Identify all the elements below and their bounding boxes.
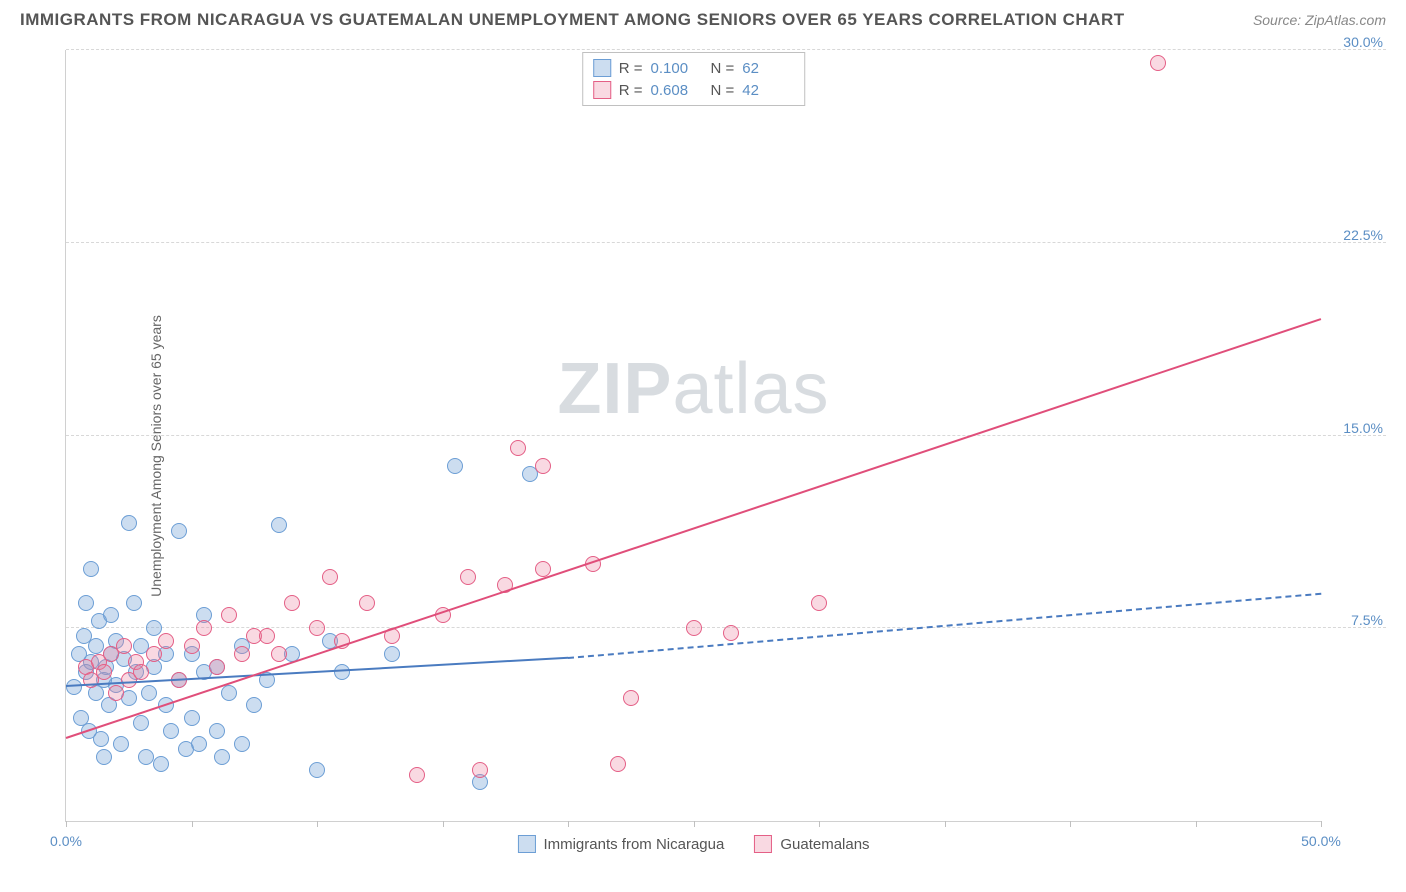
r-value-series2: 0.608 xyxy=(651,82,703,99)
xtick xyxy=(945,821,946,827)
xtick xyxy=(1196,821,1197,827)
scatter-point-series2 xyxy=(116,638,132,654)
gridline-h xyxy=(66,49,1386,50)
scatter-point-series2 xyxy=(359,595,375,611)
stats-row-series1: R = 0.100 N = 62 xyxy=(593,57,795,79)
legend-label-series2: Guatemalans xyxy=(780,836,869,853)
xtick-label: 50.0% xyxy=(1301,833,1341,849)
xtick xyxy=(317,821,318,827)
scatter-point-series1 xyxy=(153,756,169,772)
scatter-point-series1 xyxy=(447,458,463,474)
scatter-point-series2 xyxy=(133,664,149,680)
xtick xyxy=(192,821,193,827)
scatter-point-series1 xyxy=(83,561,99,577)
scatter-point-series2 xyxy=(535,458,551,474)
xtick xyxy=(694,821,695,827)
ytick-label: 7.5% xyxy=(1351,612,1383,628)
plot-area: ZIPatlas R = 0.100 N = 62 R = 0.608 N = … xyxy=(65,50,1321,822)
n-value-series2: 42 xyxy=(742,82,794,99)
chart-container: Unemployment Among Seniors over 65 years… xyxy=(50,50,1386,862)
scatter-point-series2 xyxy=(196,620,212,636)
scatter-point-series2 xyxy=(234,646,250,662)
xtick xyxy=(1321,821,1322,827)
stats-row-series2: R = 0.608 N = 42 xyxy=(593,79,795,101)
scatter-point-series2 xyxy=(184,638,200,654)
swatch-series1-b xyxy=(517,835,535,853)
watermark: ZIPatlas xyxy=(557,348,829,430)
r-value-series1: 0.100 xyxy=(651,60,703,77)
scatter-point-series1 xyxy=(214,749,230,765)
swatch-series2 xyxy=(593,81,611,99)
xtick xyxy=(1070,821,1071,827)
scatter-point-series2 xyxy=(472,762,488,778)
scatter-point-series1 xyxy=(334,664,350,680)
scatter-point-series1 xyxy=(309,762,325,778)
scatter-point-series1 xyxy=(246,697,262,713)
gridline-h xyxy=(66,435,1386,436)
scatter-point-series2 xyxy=(259,628,275,644)
swatch-series2-b xyxy=(754,835,772,853)
n-value-series1: 62 xyxy=(742,60,794,77)
scatter-point-series1 xyxy=(171,523,187,539)
scatter-point-series2 xyxy=(686,620,702,636)
scatter-point-series2 xyxy=(271,646,287,662)
ytick-label: 22.5% xyxy=(1343,227,1383,243)
scatter-point-series2 xyxy=(510,440,526,456)
gridline-h xyxy=(66,242,1386,243)
scatter-point-series1 xyxy=(96,749,112,765)
scatter-point-series2 xyxy=(284,595,300,611)
scatter-point-series1 xyxy=(221,685,237,701)
scatter-point-series2 xyxy=(1150,55,1166,71)
stats-legend: R = 0.100 N = 62 R = 0.608 N = 42 xyxy=(582,52,806,106)
ytick-label: 15.0% xyxy=(1343,420,1383,436)
scatter-point-series1 xyxy=(234,736,250,752)
scatter-point-series2 xyxy=(811,595,827,611)
scatter-point-series1 xyxy=(191,736,207,752)
source-attribution: Source: ZipAtlas.com xyxy=(1253,12,1386,28)
scatter-point-series1 xyxy=(146,620,162,636)
scatter-point-series1 xyxy=(184,710,200,726)
scatter-point-series1 xyxy=(103,607,119,623)
scatter-point-series2 xyxy=(221,607,237,623)
scatter-point-series1 xyxy=(138,749,154,765)
scatter-point-series1 xyxy=(163,723,179,739)
scatter-point-series2 xyxy=(209,659,225,675)
scatter-point-series2 xyxy=(610,756,626,772)
xtick-label: 0.0% xyxy=(50,833,82,849)
scatter-point-series1 xyxy=(66,679,82,695)
scatter-point-series2 xyxy=(460,569,476,585)
scatter-point-series1 xyxy=(384,646,400,662)
scatter-point-series1 xyxy=(141,685,157,701)
ytick-label: 30.0% xyxy=(1343,34,1383,50)
xtick xyxy=(568,821,569,827)
xtick xyxy=(66,821,67,827)
legend-item-series2: Guatemalans xyxy=(754,835,869,853)
xtick xyxy=(819,821,820,827)
legend-label-series1: Immigrants from Nicaragua xyxy=(543,836,724,853)
scatter-point-series1 xyxy=(126,595,142,611)
legend-item-series1: Immigrants from Nicaragua xyxy=(517,835,724,853)
bottom-legend: Immigrants from Nicaragua Guatemalans xyxy=(517,835,869,853)
trendline-series1-dashed xyxy=(568,593,1321,659)
chart-title: IMMIGRANTS FROM NICARAGUA VS GUATEMALAN … xyxy=(20,10,1125,30)
scatter-point-series1 xyxy=(121,515,137,531)
scatter-point-series1 xyxy=(133,715,149,731)
scatter-point-series1 xyxy=(113,736,129,752)
scatter-point-series2 xyxy=(146,646,162,662)
scatter-point-series1 xyxy=(93,731,109,747)
swatch-series1 xyxy=(593,59,611,77)
scatter-point-series2 xyxy=(96,664,112,680)
scatter-point-series2 xyxy=(409,767,425,783)
scatter-point-series2 xyxy=(623,690,639,706)
scatter-point-series2 xyxy=(309,620,325,636)
scatter-point-series1 xyxy=(271,517,287,533)
scatter-point-series2 xyxy=(322,569,338,585)
scatter-point-series2 xyxy=(108,685,124,701)
xtick xyxy=(443,821,444,827)
scatter-point-series1 xyxy=(88,638,104,654)
scatter-point-series1 xyxy=(209,723,225,739)
scatter-point-series1 xyxy=(78,595,94,611)
scatter-point-series2 xyxy=(723,625,739,641)
scatter-point-series2 xyxy=(158,633,174,649)
